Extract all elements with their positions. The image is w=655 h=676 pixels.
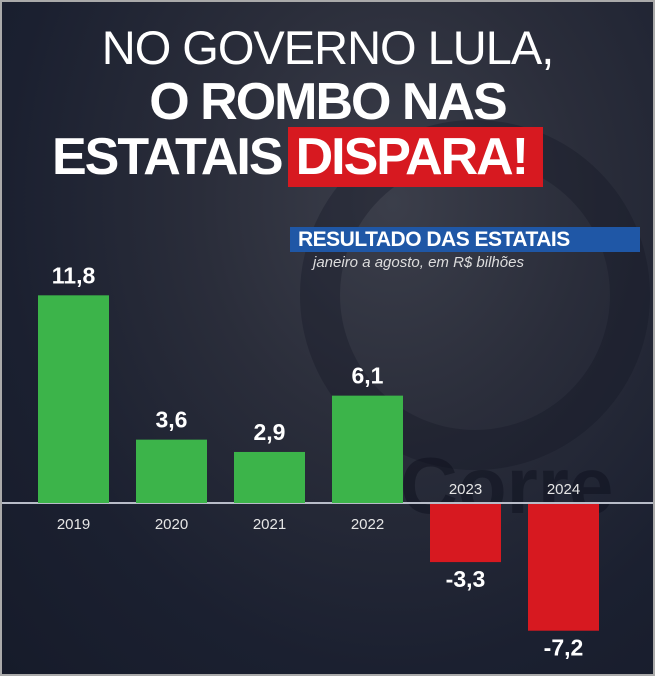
headline-line3: ESTATAIS DISPARA!	[52, 127, 544, 187]
headline-line3a: ESTATAIS	[52, 128, 284, 186]
value-label-2019: 11,8	[52, 262, 96, 288]
chart-subtitle: janeiro a agosto, em R$ bilhões	[313, 254, 524, 271]
bar-2021	[234, 451, 305, 503]
year-label-2024: 2024	[547, 481, 580, 498]
year-label-2023: 2023	[449, 481, 482, 498]
value-label-2022: 6,1	[352, 363, 384, 389]
chart-title-box: RESULTADO DAS ESTATAIS	[290, 227, 640, 252]
headline-line2: O ROMBO NAS	[149, 73, 507, 131]
bar-2024	[528, 504, 599, 631]
year-label-2019: 2019	[57, 516, 90, 533]
year-label-2022: 2022	[351, 516, 384, 533]
bar-2022	[332, 395, 403, 503]
value-label-2023: -3,3	[446, 566, 486, 592]
year-label-2020: 2020	[155, 516, 188, 533]
value-label-2020: 3,6	[156, 407, 188, 433]
headline-line1: NO GOVERNO LULA,	[101, 21, 555, 74]
year-label-2021: 2021	[253, 516, 286, 533]
value-label-2021: 2,9	[254, 419, 286, 445]
value-label-2024: -7,2	[544, 635, 584, 661]
bar-2020	[136, 439, 207, 503]
headline-highlight: DISPARA!	[287, 127, 544, 187]
bar-2019	[38, 295, 109, 503]
chart-title: RESULTADO DAS ESTATAIS	[298, 228, 570, 251]
bar-2023	[430, 504, 501, 563]
